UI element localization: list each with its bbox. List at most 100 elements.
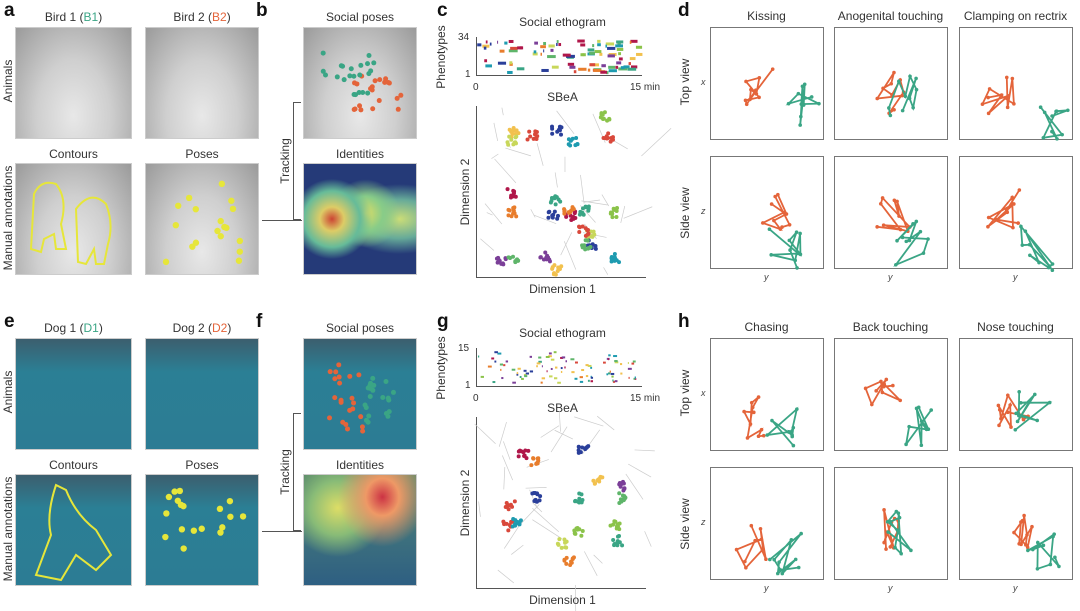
skeleton-joint [1019,225,1023,229]
skeleton-joint [997,404,1001,408]
ethogram-bout [478,356,479,358]
ethogram-bout [591,377,593,379]
animal-1-keypoint [342,77,347,82]
cluster-point [593,481,597,485]
skeleton-joint [1053,556,1057,560]
cluster-point [620,543,624,547]
skeleton-joint [929,408,933,412]
ethogram-bout [537,362,541,364]
skeleton-joint [790,430,794,434]
ethogram-bout [548,44,554,47]
skeleton-joint [1050,114,1054,118]
pose-keypoint [219,524,225,530]
poses-title: Poses [145,458,259,472]
animal-2-skeleton [1015,392,1049,430]
pose-keypoint [236,258,242,264]
ethogram-bout [541,69,548,72]
ethogram-bout [629,377,630,379]
animal-1-id: D1 [84,321,99,335]
ethogram-bout [507,71,513,74]
skeleton-joint [764,557,768,561]
poses-photo [145,163,259,275]
panel-label: h [678,311,690,333]
animal-2-keypoint [360,429,365,434]
pose-keypoint [227,498,233,504]
side-view-label: Side view [678,183,692,243]
ethogram-bout [586,364,589,366]
animal-2-keypoint [327,415,332,420]
panel-label: a [4,0,15,22]
ethogram-bout [492,381,495,383]
animal-1-keypoint [323,73,328,78]
ethogram-bout [574,70,577,73]
animal-1-keypoint [364,405,369,410]
animal-1-keypoint [351,74,356,79]
skeleton-joint [753,539,757,543]
skeleton-joint [1017,414,1021,418]
ethogram-bout [575,362,578,364]
cluster-point [553,210,557,214]
skeleton-joint [1000,93,1004,97]
side-view-label: Side view [678,494,692,554]
skeleton-joint [904,443,908,447]
ethogram-bout [551,368,553,370]
animal-1-keypoint [321,51,326,56]
cluster-point [580,446,584,450]
voronoi-edge [584,551,597,575]
animal-1-skeleton [763,195,790,230]
skeleton-joint [1051,268,1055,272]
ethogram-bout [550,49,553,52]
voronoi-edge [555,172,557,187]
cluster-point [510,214,514,218]
cluster-point [616,535,620,539]
ethogram-ylabel: Phenotypes [434,333,448,403]
skeleton-joint [1018,188,1022,192]
figure-row: e Dog 1 (D1) Dog 2 (D2) Animals Manual a… [0,311,1080,611]
cluster-point [516,520,520,524]
ethogram-ylabel: Phenotypes [434,22,448,92]
animal-1-keypoint [358,63,363,68]
cluster-point [538,498,542,502]
animal-2-id: D2 [212,321,227,335]
skeleton-joint [754,88,758,92]
voronoi-edge [641,128,671,156]
skeleton-joint [1042,136,1046,140]
animal-1-keypoint [365,61,370,66]
ethogram-bout [540,45,546,48]
ethogram-bout [520,376,522,378]
animal-2-keypoint [349,396,354,401]
skeleton-joint [1028,253,1032,257]
ethogram-bout [597,40,600,43]
pose-keypoint [227,514,233,520]
ethogram-bout [534,42,538,45]
social-pose-overlay [304,28,417,139]
animal-2-keypoint [332,376,337,381]
ethogram-bout [636,46,642,49]
ethogram-bout [518,368,521,370]
pose-keypoint [240,513,246,519]
pose-keypoint [186,195,192,201]
animal-2-keypoint [373,78,378,83]
ethogram-bout [595,50,602,53]
top-view-skeleton-plot [959,27,1073,140]
skeleton-joint [864,387,868,391]
animal-2-keypoint [333,369,338,374]
skeleton-joint [998,408,1002,412]
animal-2-keypoint [395,96,400,101]
skeleton-joint [788,248,792,252]
ethogram-bout [611,373,615,375]
cluster-point [579,534,583,538]
pose-keypoint [237,248,243,254]
cluster-point [574,136,578,140]
skeleton-joint [1055,109,1059,113]
tracking-label: Tracking [278,126,292,196]
skeleton-joint [887,106,891,110]
animal-2-skeleton [1021,226,1053,270]
behavior-title: Chasing [700,320,833,334]
behavior-title: Kissing [700,9,833,23]
skeleton-joint [896,528,900,532]
cluster-point [559,133,563,137]
ethogram-raster [476,37,642,76]
pose-keypoint [166,494,172,500]
animal-1-keypoint [352,92,357,97]
